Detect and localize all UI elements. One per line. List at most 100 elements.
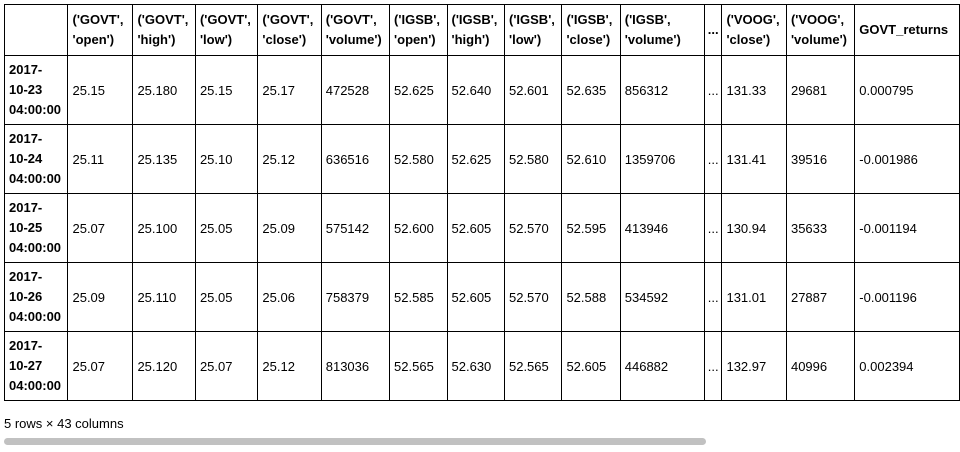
table-cell: 25.15 bbox=[67, 55, 134, 125]
table-cell: 52.588 bbox=[561, 262, 621, 332]
table-cell: -0.001196 bbox=[854, 262, 960, 332]
row-index-label: 2017- 10-23 04:00:00 bbox=[3, 55, 69, 125]
table-cell: 25.100 bbox=[132, 193, 196, 263]
table-cell: 52.580 bbox=[389, 124, 448, 194]
row-column-count: 5 rows × 43 columns bbox=[4, 416, 124, 431]
column-header: ('IGSB','volume') bbox=[619, 4, 705, 56]
column-header: ('VOOG','volume') bbox=[785, 4, 856, 56]
table-cell: 575142 bbox=[320, 193, 391, 263]
table-cell: 131.01 bbox=[721, 262, 787, 332]
column-header: ('IGSB','high') bbox=[446, 4, 505, 56]
dataframe-table: ('GOVT','open') ('GOVT','high') ('GOVT',… bbox=[3, 4, 960, 401]
column-header: ('GOVT','high') bbox=[132, 4, 196, 56]
table-cell: 25.10 bbox=[194, 124, 259, 194]
table-cell: 25.120 bbox=[132, 331, 196, 401]
table-cell: 25.12 bbox=[257, 124, 322, 194]
table-cell: 446882 bbox=[619, 331, 705, 401]
index-header bbox=[3, 4, 69, 56]
table-cell: 52.625 bbox=[446, 124, 505, 194]
column-header: ('IGSB','open') bbox=[389, 4, 448, 56]
table-cell: 131.33 bbox=[721, 55, 787, 125]
table-cell: 25.180 bbox=[132, 55, 196, 125]
table-cell: 40996 bbox=[785, 331, 856, 401]
header-row: ('GOVT','open') ('GOVT','high') ('GOVT',… bbox=[3, 4, 960, 56]
table-cell: 25.135 bbox=[132, 124, 196, 194]
horizontal-scrollbar[interactable] bbox=[0, 436, 960, 446]
table-row: 2017- 10-27 04:00:00 25.07 25.120 25.07 25.12 8… bbox=[3, 331, 960, 401]
table-cell: -0.001986 bbox=[854, 124, 960, 194]
table-cell: 25.09 bbox=[257, 193, 322, 263]
row-index-label: 2017- 10-25 04:00:00 bbox=[3, 193, 69, 263]
table-cell: 25.110 bbox=[132, 262, 196, 332]
table-cell: 25.11 bbox=[67, 124, 134, 194]
column-header: ('GOVT','close') bbox=[257, 4, 322, 56]
table-row: 2017- 10-24 04:00:00 25.11 25.135 25.10 25.12 6… bbox=[3, 124, 960, 194]
table-cell: 52.640 bbox=[446, 55, 505, 125]
row-index-label: 2017- 10-24 04:00:00 bbox=[3, 124, 69, 194]
table-cell: 52.580 bbox=[503, 124, 563, 194]
column-header: ('IGSB','close') bbox=[561, 4, 621, 56]
table-cell: 52.635 bbox=[561, 55, 621, 125]
table-cell: 25.05 bbox=[194, 193, 259, 263]
ellipsis-cell: ... bbox=[703, 193, 723, 263]
table-cell: 52.625 bbox=[389, 55, 448, 125]
table-cell: 27887 bbox=[785, 262, 856, 332]
table-cell: 52.565 bbox=[503, 331, 563, 401]
column-header: ('GOVT','low') bbox=[194, 4, 259, 56]
table-cell: 758379 bbox=[320, 262, 391, 332]
table-cell: 0.000795 bbox=[854, 55, 960, 125]
table-row: 2017- 10-25 04:00:00 25.07 25.100 25.05 25.09 5… bbox=[3, 193, 960, 263]
column-header: ('GOVT','open') bbox=[67, 4, 134, 56]
table-cell: -0.001194 bbox=[854, 193, 960, 263]
row-index-label: 2017- 10-27 04:00:00 bbox=[3, 331, 69, 401]
table-cell: 25.15 bbox=[194, 55, 259, 125]
table-cell: 413946 bbox=[619, 193, 705, 263]
column-header: ('VOOG','close') bbox=[721, 4, 787, 56]
table-cell: 29681 bbox=[785, 55, 856, 125]
ellipsis-cell: ... bbox=[703, 124, 723, 194]
table-cell: 25.06 bbox=[257, 262, 322, 332]
table-cell: 131.41 bbox=[721, 124, 787, 194]
table-cell: 35633 bbox=[785, 193, 856, 263]
scrollbar-thumb[interactable] bbox=[4, 438, 706, 445]
table-cell: 52.595 bbox=[561, 193, 621, 263]
table-cell: 0.002394 bbox=[854, 331, 960, 401]
table-cell: 52.570 bbox=[503, 193, 563, 263]
table-cell: 25.07 bbox=[67, 331, 134, 401]
table-cell: 25.05 bbox=[194, 262, 259, 332]
table-cell: 472528 bbox=[320, 55, 391, 125]
row-index-label: 2017- 10-26 04:00:00 bbox=[3, 262, 69, 332]
column-header: ('IGSB','low') bbox=[503, 4, 563, 56]
table-row: 2017- 10-26 04:00:00 25.09 25.110 25.05 25.06 7… bbox=[3, 262, 960, 332]
table-cell: 52.605 bbox=[561, 331, 621, 401]
table-cell: 25.09 bbox=[67, 262, 134, 332]
table-cell: 25.17 bbox=[257, 55, 322, 125]
table-cell: 52.605 bbox=[446, 193, 505, 263]
table-cell: 534592 bbox=[619, 262, 705, 332]
table-cell: 52.585 bbox=[389, 262, 448, 332]
table-cell: 52.600 bbox=[389, 193, 448, 263]
table-cell: 25.12 bbox=[257, 331, 322, 401]
table-cell: 39516 bbox=[785, 124, 856, 194]
column-header: GOVT_returns bbox=[854, 4, 960, 56]
table-cell: 52.630 bbox=[446, 331, 505, 401]
table-cell: 52.601 bbox=[503, 55, 563, 125]
ellipsis-cell: ... bbox=[703, 55, 723, 125]
table-cell: 813036 bbox=[320, 331, 391, 401]
table-cell: 636516 bbox=[320, 124, 391, 194]
table-row: 2017- 10-23 04:00:00 25.15 25.180 25.15 25.17 4… bbox=[3, 55, 960, 125]
table-cell: 52.570 bbox=[503, 262, 563, 332]
table-cell: 856312 bbox=[619, 55, 705, 125]
table-cell: 52.610 bbox=[561, 124, 621, 194]
table-cell: 25.07 bbox=[67, 193, 134, 263]
ellipsis-column-header: ... bbox=[703, 4, 723, 56]
table-cell: 52.565 bbox=[389, 331, 448, 401]
table-cell: 52.605 bbox=[446, 262, 505, 332]
table-cell: 1359706 bbox=[619, 124, 705, 194]
table-cell: 25.07 bbox=[194, 331, 259, 401]
ellipsis-cell: ... bbox=[703, 262, 723, 332]
column-header: ('GOVT','volume') bbox=[320, 4, 391, 56]
table-cell: 132.97 bbox=[721, 331, 787, 401]
table-cell: 130.94 bbox=[721, 193, 787, 263]
ellipsis-cell: ... bbox=[703, 331, 723, 401]
